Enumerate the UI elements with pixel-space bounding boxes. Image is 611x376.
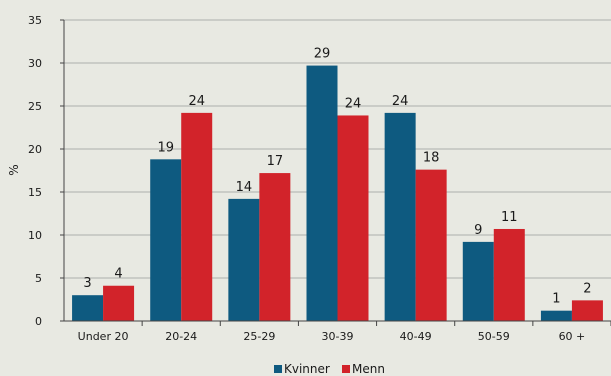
data-label: 19: [157, 140, 174, 155]
legend: Kvinner Menn: [274, 362, 385, 376]
x-tick-label: 40-49: [400, 330, 432, 343]
legend-label-kvinner: Kvinner: [284, 362, 330, 376]
x-tick-label: 20-24: [165, 330, 197, 343]
bar-kvinner-2: [228, 198, 260, 321]
y-tick-label: 30: [28, 57, 42, 70]
x-tick-label: 50-59: [478, 330, 510, 343]
data-label: 14: [236, 180, 253, 195]
data-label: 11: [501, 210, 518, 225]
x-tick-label: 30-39: [322, 330, 354, 343]
data-label: 2: [583, 281, 591, 296]
data-label: 1: [552, 292, 560, 307]
bar-kvinner-5: [462, 241, 494, 321]
y-tick-label: 5: [35, 272, 42, 285]
bar-menn-2: [259, 173, 291, 321]
bar-kvinner-1: [150, 159, 182, 321]
y-tick-label: 25: [28, 100, 42, 113]
x-tick-label: 60 +: [559, 330, 586, 343]
data-label: 29: [314, 47, 331, 62]
data-label: 18: [423, 151, 440, 166]
bar-menn-4: [415, 169, 447, 321]
data-label: 9: [474, 223, 482, 238]
y-tick-label: 35: [28, 14, 42, 27]
bar-kvinner-4: [384, 112, 416, 321]
legend-swatch-menn: [342, 365, 350, 373]
legend-swatch-kvinner: [274, 365, 282, 373]
bar-menn-1: [181, 112, 213, 321]
data-label: 24: [188, 94, 205, 109]
y-tick-label: 0: [35, 315, 42, 328]
y-axis-ticks: 0 5 10 15 20 25 30 35: [28, 14, 64, 328]
y-tick-label: 20: [28, 143, 42, 156]
data-label: 4: [114, 267, 122, 282]
data-label: 3: [83, 276, 91, 291]
y-axis-title: %: [7, 164, 21, 175]
bar-kvinner-3: [306, 65, 338, 321]
data-label: 17: [267, 154, 284, 169]
data-label: 24: [392, 94, 409, 109]
bar-menn-5: [493, 228, 525, 321]
data-label: 24: [345, 96, 362, 111]
y-tick-label: 10: [28, 229, 42, 242]
x-tick-label: Under 20: [78, 330, 129, 343]
y-tick-label: 15: [28, 186, 42, 199]
bar-kvinner-0: [72, 295, 104, 321]
bar-menn-6: [571, 300, 603, 321]
bar-menn-0: [103, 285, 135, 321]
x-tick-label: 25-29: [243, 330, 275, 343]
bar-menn-3: [337, 115, 369, 322]
legend-label-menn: Menn: [352, 362, 385, 376]
bar-kvinner-6: [540, 310, 572, 321]
x-axis-ticks: Under 20 20-24 25-29 30-39 40-49 50-59 60 +: [78, 321, 611, 343]
